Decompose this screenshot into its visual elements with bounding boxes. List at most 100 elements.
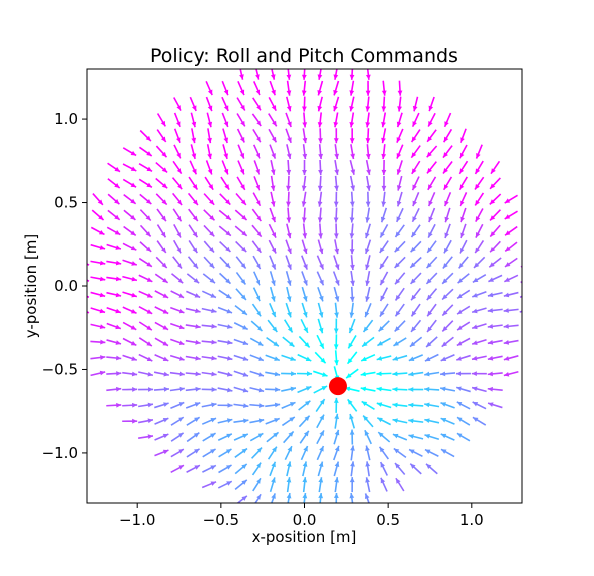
arrow-head [227, 339, 233, 345]
arrow-head [271, 216, 276, 223]
arrow-head [364, 493, 370, 499]
arrow-head [178, 465, 184, 470]
arrow-head [412, 216, 417, 222]
arrow-head [178, 324, 185, 330]
arrow-head [211, 387, 217, 392]
arrow-head [321, 386, 328, 391]
arrow-head [287, 264, 292, 270]
arrow-head [177, 183, 183, 190]
arrow-head [177, 278, 184, 284]
arrow-head [271, 153, 276, 159]
arrow-head [207, 121, 213, 128]
arrow-head [365, 248, 370, 254]
arrow-head [177, 199, 183, 206]
arrow-head [489, 199, 496, 205]
arrow-head [320, 357, 326, 364]
arrow-head [271, 280, 276, 286]
arrow-head [410, 463, 416, 469]
arrow-head [256, 494, 262, 500]
arrow-head [520, 295, 522, 298]
arrow-head [443, 247, 449, 254]
arrow-head [210, 481, 217, 486]
arrow-head [334, 477, 339, 483]
arrow-head [207, 137, 212, 144]
arrow-head [207, 153, 212, 159]
arrow-head [146, 356, 153, 362]
arrow-head [457, 417, 463, 422]
arrow-head [365, 122, 371, 128]
arrow-head [176, 263, 182, 269]
arrow-head [179, 356, 185, 361]
arrow-head [317, 217, 323, 223]
arrow-head [333, 201, 339, 207]
arrow-head [349, 74, 355, 80]
x-tick-label: 1.0 [460, 511, 484, 529]
arrow-head [366, 185, 371, 191]
arrow-head [207, 168, 213, 175]
arrow-head [240, 120, 245, 127]
arrow-head [271, 493, 276, 499]
arrow-head [380, 231, 385, 238]
arrow-head [286, 169, 292, 175]
arrow-head [487, 308, 494, 313]
arrow-head [350, 169, 356, 175]
arrow-head [209, 262, 215, 269]
arrow-head [392, 433, 399, 439]
arrow-head [275, 387, 281, 392]
arrow-head [333, 138, 339, 144]
arrow-head [426, 278, 432, 284]
arrow-head [116, 355, 122, 361]
arrow-head [334, 169, 340, 175]
arrow-head [211, 339, 217, 345]
arrow-head [474, 262, 480, 268]
arrow-head [365, 153, 371, 160]
arrow-head [192, 263, 198, 269]
arrow-head [377, 417, 383, 423]
arrow-head [239, 136, 245, 143]
arrow-head [487, 371, 493, 377]
arrow-head [456, 386, 462, 392]
y-axis: 1.0 0.5 0.0 −0.5 −1.0 [42, 110, 87, 462]
arrow-head [360, 386, 367, 392]
arrow-head [271, 105, 277, 111]
arrow-head [241, 479, 247, 485]
arrow-head [225, 199, 231, 205]
arrow-head [318, 493, 324, 499]
arrow-head [114, 183, 120, 188]
arrow-head [408, 387, 414, 392]
arrow-head [210, 433, 216, 438]
arrow-head [146, 166, 153, 172]
arrow-head [208, 184, 214, 190]
arrow-head [487, 292, 494, 298]
arrow-head [411, 294, 417, 301]
arrow-head [472, 386, 478, 392]
arrow-head [472, 308, 478, 314]
arrow-head [256, 215, 262, 222]
arrow-head [319, 414, 324, 421]
arrow-head [408, 402, 414, 408]
arrow-head [99, 324, 106, 329]
arrow-head [131, 276, 137, 282]
arrow-head [271, 311, 276, 318]
arrow-head [207, 89, 213, 96]
x-axis-label: x-position [m] [252, 528, 357, 546]
arrow-head [242, 372, 249, 377]
arrow-head [192, 168, 197, 175]
arrow-head [178, 340, 185, 346]
arrow-head [208, 247, 215, 253]
arrow-head [491, 168, 496, 174]
arrow-head [163, 386, 169, 392]
arrow-head [349, 327, 354, 334]
arrow-head [305, 356, 312, 362]
arrow-head [272, 120, 277, 127]
arrow-head [256, 462, 262, 469]
arrow-head [255, 89, 261, 96]
arrow-head [207, 105, 213, 112]
arrow-head [365, 264, 370, 270]
arrow-head [256, 136, 261, 143]
arrow-head [227, 387, 233, 393]
arrow-head [271, 296, 276, 302]
arrow-head [488, 277, 494, 282]
arrow-head [148, 387, 154, 392]
arrow-head [195, 308, 201, 314]
